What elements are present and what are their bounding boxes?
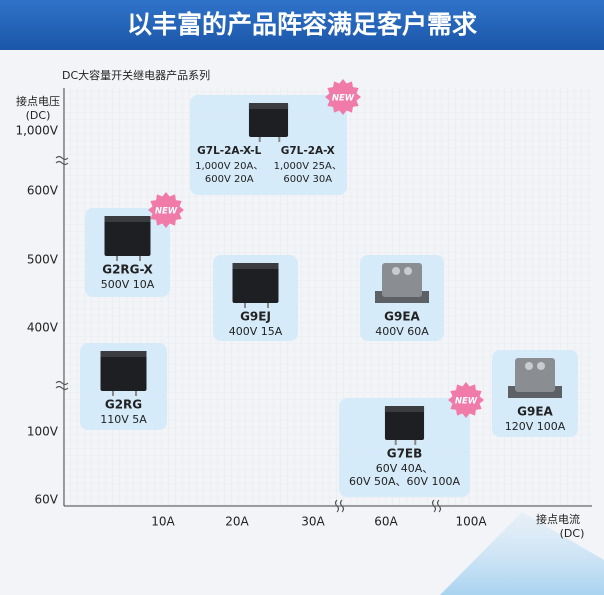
model-spec: 60V 50A、60V 100A xyxy=(349,475,461,488)
relay-top xyxy=(104,216,151,222)
relay-terminal xyxy=(537,362,545,370)
badge-text: NEW xyxy=(155,207,178,217)
relay-top xyxy=(384,406,425,412)
x-label: 20A xyxy=(225,515,249,529)
product-card xyxy=(339,398,470,497)
model-name: G9EA xyxy=(517,405,553,419)
model-spec: 600V 20A xyxy=(205,174,254,185)
new-badge xyxy=(148,192,184,228)
relay-image xyxy=(104,216,151,256)
model-name: G2RG-X xyxy=(102,263,153,277)
model-name: G9EJ xyxy=(240,310,271,324)
model-name: G7L-2A-X xyxy=(281,145,335,157)
x-label: 10A xyxy=(151,515,175,529)
relay-pin xyxy=(112,391,114,396)
axis-breaks xyxy=(55,155,442,513)
badge-text: NEW xyxy=(332,94,355,104)
subtitle: DC大容量开关继电器产品系列 xyxy=(62,68,210,82)
model-spec: 500V 10A xyxy=(101,278,155,291)
new-badge xyxy=(325,79,361,115)
model-name: G9EA xyxy=(384,310,420,324)
relay-pin xyxy=(258,137,261,142)
badge-text: NEW xyxy=(455,397,478,407)
model-spec: 600V 30A xyxy=(283,174,332,185)
model-spec: 110V 5A xyxy=(100,413,147,426)
x-label: 30A xyxy=(301,515,325,529)
y-axis-title: 接点电压 xyxy=(16,95,60,108)
model-name: G7L-2A-X-L xyxy=(197,145,262,157)
relay-pin xyxy=(267,303,269,308)
model-name: G7EB xyxy=(387,447,423,461)
product-card xyxy=(190,95,347,195)
new-badge xyxy=(448,382,484,418)
relay-top xyxy=(232,263,279,269)
header-bar xyxy=(0,0,604,50)
relay-image xyxy=(248,103,289,137)
y-label: 1,000V xyxy=(15,124,58,138)
model-spec: 400V 15A xyxy=(229,325,283,338)
x-label: 100A xyxy=(455,515,487,529)
x-axis-title: 接点电流 xyxy=(536,512,580,526)
model-spec: 400V 60A xyxy=(375,325,429,338)
relay-pin xyxy=(244,303,246,308)
relay-top xyxy=(100,351,147,357)
relay-image xyxy=(232,263,279,303)
y-axis-unit: (DC) xyxy=(26,109,51,122)
relay-terminal xyxy=(392,267,400,275)
relay-pin xyxy=(139,256,141,261)
relay-terminal xyxy=(404,267,412,275)
light-beam xyxy=(440,512,604,595)
relay-pin xyxy=(278,137,281,142)
y-label: 100V xyxy=(27,425,59,439)
model-spec: 1,000V 25A、 xyxy=(274,161,342,172)
model-name: G2RG xyxy=(105,398,142,412)
y-label: 600V xyxy=(27,184,59,198)
y-label: 500V xyxy=(27,253,59,267)
relay-image xyxy=(382,263,422,297)
y-label: 400V xyxy=(27,321,59,335)
relay-pin xyxy=(116,256,118,261)
relay-pin xyxy=(414,440,417,445)
relay-image xyxy=(100,351,147,391)
x-label: 60A xyxy=(374,515,398,529)
header-title: 以丰富的产品阵容满足客户需求 xyxy=(127,10,477,39)
x-axis-unit: (DC) xyxy=(560,527,585,540)
relay-pin xyxy=(135,391,137,396)
relay-pin xyxy=(394,440,397,445)
relay-image xyxy=(515,358,555,392)
y-label: 60V xyxy=(35,493,59,507)
relay-terminal xyxy=(525,362,533,370)
relay-image xyxy=(384,406,425,440)
relay-top xyxy=(248,103,289,109)
model-spec: 120V 100A xyxy=(505,420,566,433)
model-spec: 1,000V 20A、 xyxy=(195,161,263,172)
model-spec: 60V 40A、 xyxy=(376,462,434,475)
